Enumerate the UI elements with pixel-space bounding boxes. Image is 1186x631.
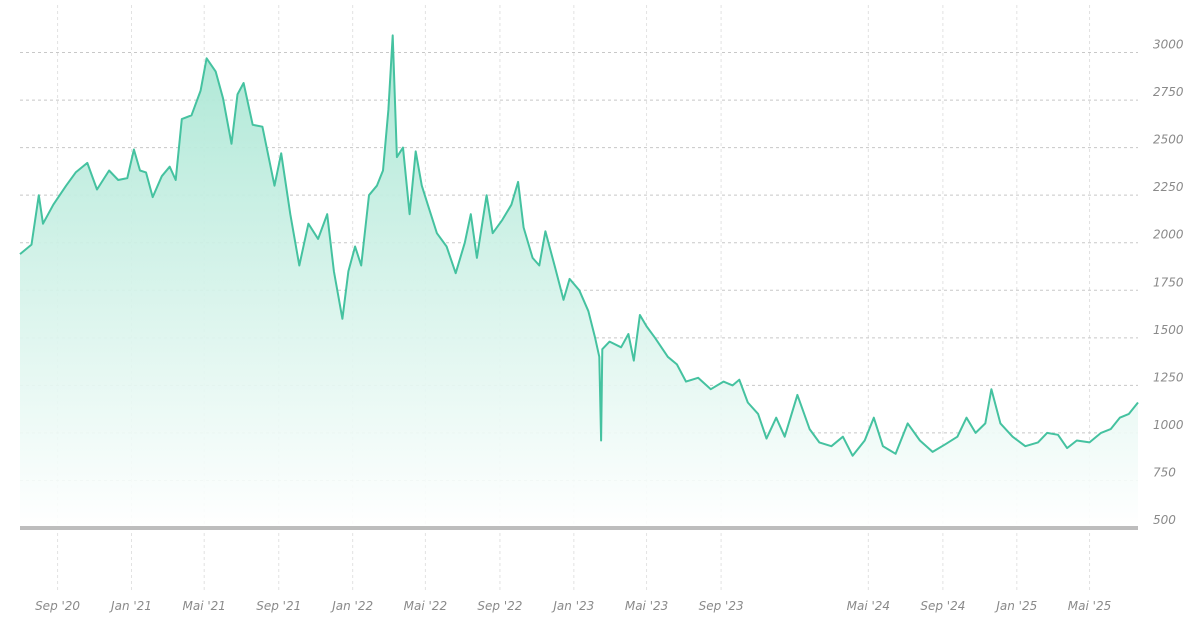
x-tick-label: Mai '23: [625, 599, 668, 613]
x-tick-label: Jan '21: [109, 599, 152, 613]
y-tick-label: 1500: [1153, 323, 1184, 337]
x-tick-label: Mai '21: [182, 599, 225, 613]
x-tick-label: Mai '25: [1068, 599, 1111, 613]
x-tick-label: Sep '22: [477, 599, 522, 613]
price-line: [19, 34, 1139, 457]
y-tick-label: 500: [1153, 513, 1176, 527]
y-tick-label: 1000: [1153, 418, 1184, 432]
y-tick-label: 2500: [1153, 133, 1184, 147]
x-tick-label: Sep '23: [699, 599, 744, 613]
y-tick-label: 2000: [1153, 228, 1184, 242]
y-tick-label: 750: [1153, 465, 1176, 479]
x-tick-label: Sep '20: [35, 599, 80, 613]
x-tick-label: Sep '21: [256, 599, 301, 613]
x-tick-label: Jan '25: [994, 599, 1037, 613]
x-tick-label: Mai '22: [404, 599, 447, 613]
y-tick-label: 2250: [1153, 180, 1184, 194]
x-tick-label: Jan '22: [330, 599, 373, 613]
y-tick-label: 2750: [1153, 85, 1184, 99]
x-axis-tick-labels: Sep '20 Jan '21 Mai '21 Sep '21 Jan '22 Mai '…: [35, 599, 1111, 613]
y-axis-tick-labels: 500 750 1000 1250 1500 1750 2000 2250 2500 2750 30…: [1153, 38, 1184, 527]
x-tick-label: Jan '23: [551, 599, 594, 613]
y-tick-label: 1750: [1153, 275, 1184, 289]
y-tick-label: 1250: [1153, 370, 1184, 384]
x-tick-label: Sep '24: [920, 599, 965, 613]
price-area-fill: [20, 35, 1138, 529]
y-tick-label: 3000: [1153, 38, 1184, 52]
x-tick-label: Mai '24: [847, 599, 890, 613]
x-axis-baseline: [20, 526, 1138, 530]
